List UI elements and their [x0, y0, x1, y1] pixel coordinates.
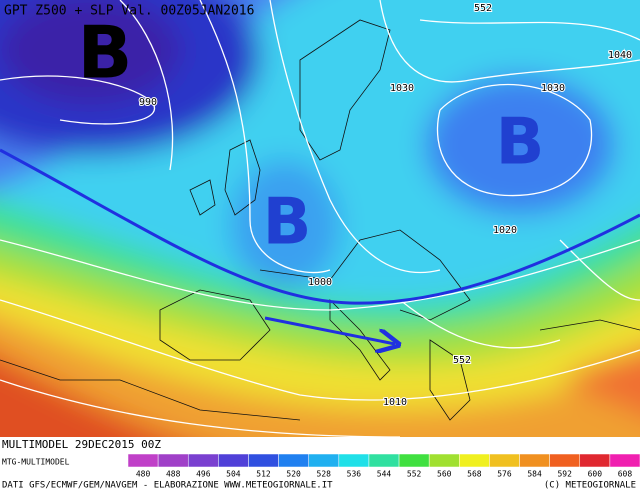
- colorbar-swatch: [489, 453, 520, 468]
- colorbar-label: 576: [497, 470, 512, 479]
- isobar-label: 1030: [541, 83, 565, 94]
- map-title: GPT Z500 + SLP Val. 00Z05JAN2016: [4, 4, 254, 19]
- colorbar-label: 520: [286, 470, 301, 479]
- map-labels: B B B 990 1030 1030 1040 1020 1000 1010 552 552: [78, 2, 633, 409]
- colorbar-swatch: [398, 453, 430, 468]
- colorbar-label: 600: [588, 470, 603, 479]
- colorbar-swatch: [278, 453, 309, 468]
- flow-arrow: [264, 316, 395, 344]
- colorbar-swatch: [187, 453, 219, 468]
- isobar-label: 1030: [390, 83, 414, 94]
- model-name: MTG-MULTIMODEL: [2, 458, 70, 467]
- colorbar-label: 560: [437, 470, 452, 479]
- colorbar-swatch: [338, 453, 370, 468]
- colorbar-label: 528: [317, 470, 332, 479]
- colorbar-label: 544: [377, 470, 392, 479]
- colorbar-swatch: [428, 453, 460, 468]
- trough-line: [0, 148, 640, 305]
- colorbar-label: 480: [136, 470, 151, 479]
- colorbar-label: 592: [557, 470, 572, 479]
- colorbar-swatch: [609, 453, 640, 468]
- isobars: [0, 0, 640, 437]
- colorbar-label: 504: [226, 470, 241, 479]
- low-pressure-label: B: [496, 106, 545, 180]
- coastlines: [0, 19, 640, 421]
- isobar-label: 1010: [383, 397, 407, 408]
- isobar-label: 552: [453, 355, 471, 366]
- colorbar-swatch: [368, 453, 400, 468]
- colorbar-label: 568: [467, 470, 482, 479]
- colorbar-label: 512: [256, 470, 271, 479]
- isobar-label: 1020: [493, 225, 517, 236]
- colorbar-label: 584: [527, 470, 542, 479]
- colorbar-label: 552: [407, 470, 422, 479]
- low-pressure-label: B: [78, 11, 133, 95]
- isobar-label: 1000: [308, 277, 332, 288]
- isobar-label: 990: [139, 97, 157, 108]
- colorbar-swatch: [157, 453, 189, 468]
- colorbar-swatch: [248, 453, 279, 468]
- colorbar-label: 496: [196, 470, 211, 479]
- colorbar-swatch: [459, 453, 490, 468]
- low-pressure-label: B: [263, 186, 312, 260]
- colorbar-label: 488: [166, 470, 181, 479]
- model-run: MULTIMODEL 29DEC2015 00Z: [2, 438, 161, 451]
- credits: DATI GFS/ECMWF/GEM/NAVGEM - ELABORAZIONE…: [2, 481, 333, 491]
- colorbar-swatch: [218, 453, 249, 468]
- colorbar-swatch: [519, 453, 550, 468]
- colorbar-swatch: [549, 453, 581, 468]
- isobar-label: 552: [474, 3, 492, 14]
- colorbar-swatch: [127, 453, 159, 468]
- colorbar: 480 488 496 504 512 520 528 536 544 552 560 568 576 5…: [127, 453, 640, 479]
- colorbar-label: 536: [347, 470, 362, 479]
- colorbar-label: 608: [618, 470, 633, 479]
- colorbar-swatch: [308, 453, 340, 468]
- colorbar-swatch: [579, 453, 611, 468]
- isobar-label: 1040: [608, 50, 632, 61]
- copyright: (C) METEOGIORNALE: [544, 481, 636, 491]
